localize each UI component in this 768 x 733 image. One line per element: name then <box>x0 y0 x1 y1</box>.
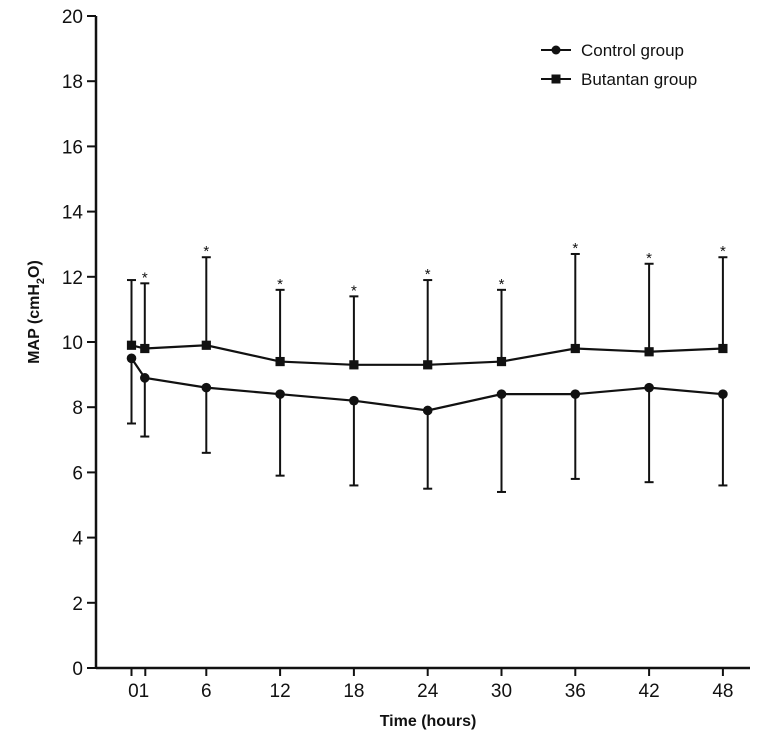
y-axis-title-subscript: 2 <box>35 278 47 284</box>
data-point-butantan <box>126 340 137 350</box>
data-point-control <box>201 382 212 393</box>
significance-star: * <box>425 266 431 283</box>
y-tick-label: 20 <box>62 7 83 28</box>
error-bars <box>127 252 728 493</box>
x-tick-label: 36 <box>565 681 586 702</box>
series-line-control <box>130 357 723 412</box>
series-lines <box>130 344 723 412</box>
x-tick-label: 42 <box>639 681 660 702</box>
x-tick-label: 01 <box>128 681 149 702</box>
x-axis-title: Time (hours) <box>380 713 477 730</box>
y-ticks: 0 2 4 6 8 10 12 14 16 18 20 <box>62 7 96 680</box>
x-ticks: 01 6 12 18 24 30 36 42 48 <box>128 668 733 702</box>
data-point-control <box>570 389 581 399</box>
legend-marker-square <box>551 74 561 84</box>
legend: Control group Butantan group <box>541 41 697 89</box>
data-point-control <box>140 373 150 383</box>
series-line-butantan <box>131 344 723 366</box>
legend-marker-circle <box>551 45 561 55</box>
y-tick-label: 2 <box>72 594 83 615</box>
data-point-butantan <box>423 360 433 370</box>
x-tick-label: 30 <box>491 681 512 702</box>
significance-star: * <box>142 269 148 286</box>
y-tick-label: 10 <box>62 333 83 354</box>
data-point-control <box>275 389 285 399</box>
data-point-butantan <box>201 340 211 350</box>
significance-star: * <box>720 243 726 260</box>
data-point-control <box>644 382 654 393</box>
markers <box>126 340 728 416</box>
data-point-butantan <box>718 343 728 354</box>
legend-item-control: Control group <box>541 41 684 60</box>
y-axis-title-main: MAP (cmH <box>26 284 43 364</box>
x-tick-label: 6 <box>201 681 212 702</box>
data-point-butantan <box>275 356 285 367</box>
data-point-butantan <box>349 360 359 370</box>
legend-label-control: Control group <box>581 41 684 60</box>
y-axis-title-end: O) <box>26 260 43 278</box>
significance-star: * <box>277 276 283 293</box>
y-tick-label: 16 <box>62 137 83 158</box>
significance-star: * <box>572 240 578 257</box>
y-axis-title: MAP (cmH2O) <box>26 260 47 364</box>
axes <box>94 16 750 670</box>
x-tick-label: 18 <box>343 681 364 702</box>
data-point-control <box>718 389 728 399</box>
data-point-control <box>496 389 507 399</box>
data-point-control <box>126 353 137 364</box>
significance-star: * <box>351 282 357 299</box>
x-tick-label: 48 <box>712 681 733 702</box>
y-tick-label: 4 <box>72 529 83 550</box>
significance-markers: * * * * * * * * * <box>142 240 726 299</box>
y-tick-label: 8 <box>72 398 83 419</box>
significance-star: * <box>646 250 652 267</box>
y-tick-label: 12 <box>62 268 83 289</box>
significance-star: * <box>203 243 209 260</box>
y-tick-label: 18 <box>62 72 83 93</box>
data-point-control <box>422 405 433 416</box>
y-tick-label: 0 <box>72 659 83 680</box>
legend-label-butantan: Butantan group <box>581 70 697 89</box>
data-point-butantan <box>496 356 507 367</box>
y-tick-label: 14 <box>62 203 84 224</box>
data-point-butantan <box>644 347 654 357</box>
y-tick-label: 6 <box>72 463 83 484</box>
data-point-butantan <box>570 343 580 354</box>
data-point-butantan <box>140 343 150 354</box>
data-point-control <box>349 395 359 406</box>
legend-item-butantan: Butantan group <box>541 70 697 89</box>
x-tick-label: 24 <box>417 681 439 702</box>
x-tick-label: 12 <box>270 681 291 702</box>
significance-star: * <box>499 276 505 293</box>
